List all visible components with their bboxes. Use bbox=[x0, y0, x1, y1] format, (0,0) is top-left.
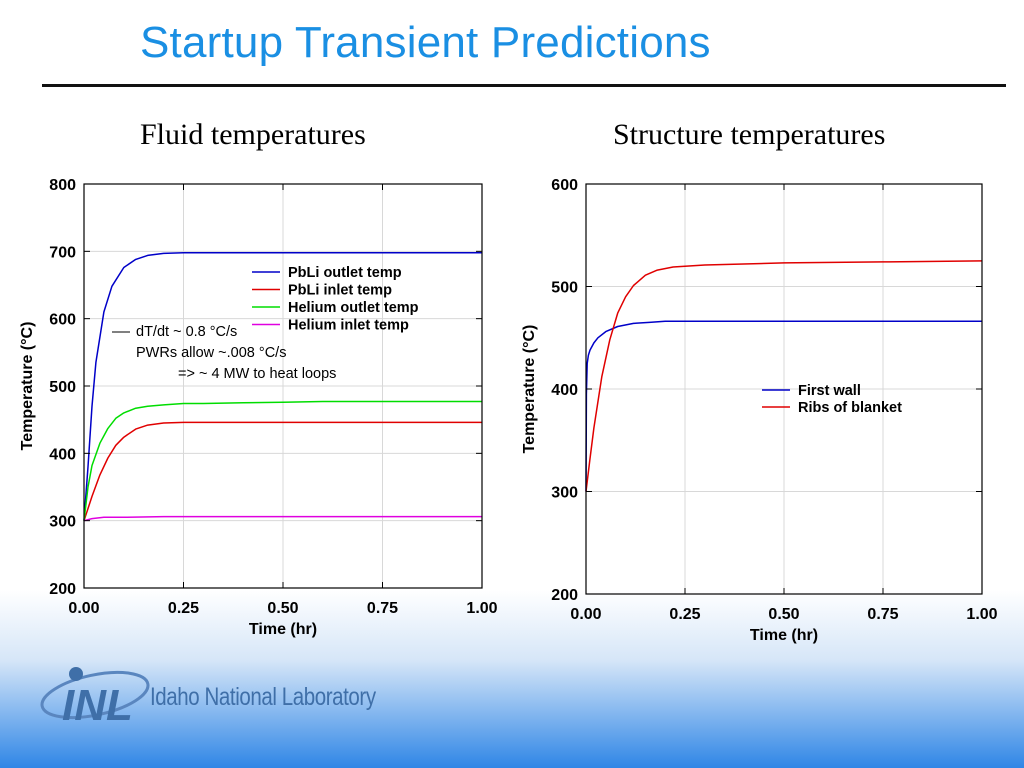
y-tick-label: 300 bbox=[49, 514, 76, 531]
series-line-first-wall bbox=[585, 320, 982, 492]
x-tick-label: 1.00 bbox=[966, 606, 997, 623]
logo-orbit bbox=[40, 670, 150, 720]
series-line-helium-inlet-temp bbox=[83, 515, 482, 522]
series-line-helium-outlet-temp bbox=[83, 400, 482, 521]
annotation-text: => ~ 4 MW to heat loops bbox=[178, 366, 336, 382]
y-tick-label: 800 bbox=[49, 177, 76, 194]
chart-1: 200 300 400 500 600 700 800 0.00 0.25 0.50 0.75 1.0… bbox=[19, 177, 498, 638]
legend-label: First wall bbox=[798, 383, 861, 399]
y-tick-label: 200 bbox=[49, 581, 76, 598]
y-tick-label: 400 bbox=[49, 446, 76, 463]
x-tick-label: 0.50 bbox=[267, 600, 298, 617]
x-tick-label: 0.00 bbox=[570, 606, 601, 623]
y-tick-label: 500 bbox=[551, 280, 578, 297]
legend-label: Helium outlet temp bbox=[288, 300, 419, 316]
annotation-text: dT/dt ~ 0.8 °C/s bbox=[136, 324, 237, 340]
y-tick-label: 300 bbox=[551, 485, 578, 502]
logo-dot bbox=[69, 667, 83, 681]
slide-title: Startup Transient Predictions bbox=[140, 18, 711, 67]
x-tick-label: 0.25 bbox=[669, 606, 700, 623]
legend-label: PbLi outlet temp bbox=[288, 265, 402, 281]
y-tick-label: 600 bbox=[551, 177, 578, 194]
x-tick-label: 0.75 bbox=[867, 606, 898, 623]
x-tick-label: 0.75 bbox=[367, 600, 398, 617]
series-line-pbli-outlet-temp bbox=[83, 251, 482, 521]
y-tick-label: 600 bbox=[49, 312, 76, 329]
logo-text: Idaho National Laboratory bbox=[150, 683, 376, 711]
series-line-pbli-inlet-temp bbox=[83, 421, 482, 521]
x-tick-label: 0.00 bbox=[68, 600, 99, 617]
chart-2: 200 300 400 500 600 0.00 0.25 0.50 0.75 1.00 Time … bbox=[521, 177, 998, 644]
y-tick-label: 400 bbox=[551, 382, 578, 399]
left-chart-title: Fluid temperatures bbox=[140, 118, 366, 151]
x-tick-label: 0.25 bbox=[168, 600, 199, 617]
y-tick-label: 500 bbox=[49, 379, 76, 396]
y-tick-label: 700 bbox=[49, 244, 76, 261]
x-tick-label: 1.00 bbox=[466, 600, 497, 617]
y-axis-label: Temperature (°C) bbox=[19, 322, 36, 451]
x-tick-label: 0.50 bbox=[768, 606, 799, 623]
logo-mark: INL bbox=[62, 681, 133, 730]
legend-label: Helium inlet temp bbox=[288, 318, 409, 334]
x-axis-label: Time (hr) bbox=[249, 621, 317, 638]
legend-label: PbLi inlet temp bbox=[288, 283, 392, 299]
right-chart-title: Structure temperatures bbox=[613, 118, 886, 151]
series-line-ribs-of-blanket bbox=[585, 260, 983, 492]
y-tick-label: 200 bbox=[551, 587, 578, 604]
inl-logo: INL bbox=[40, 667, 150, 730]
legend-label: Ribs of blanket bbox=[798, 400, 902, 416]
x-axis-label: Time (hr) bbox=[750, 627, 818, 644]
title-divider bbox=[42, 84, 1006, 87]
y-axis-label: Temperature (°C) bbox=[521, 325, 538, 454]
annotation-text: PWRs allow ~.008 °C/s bbox=[136, 345, 286, 361]
